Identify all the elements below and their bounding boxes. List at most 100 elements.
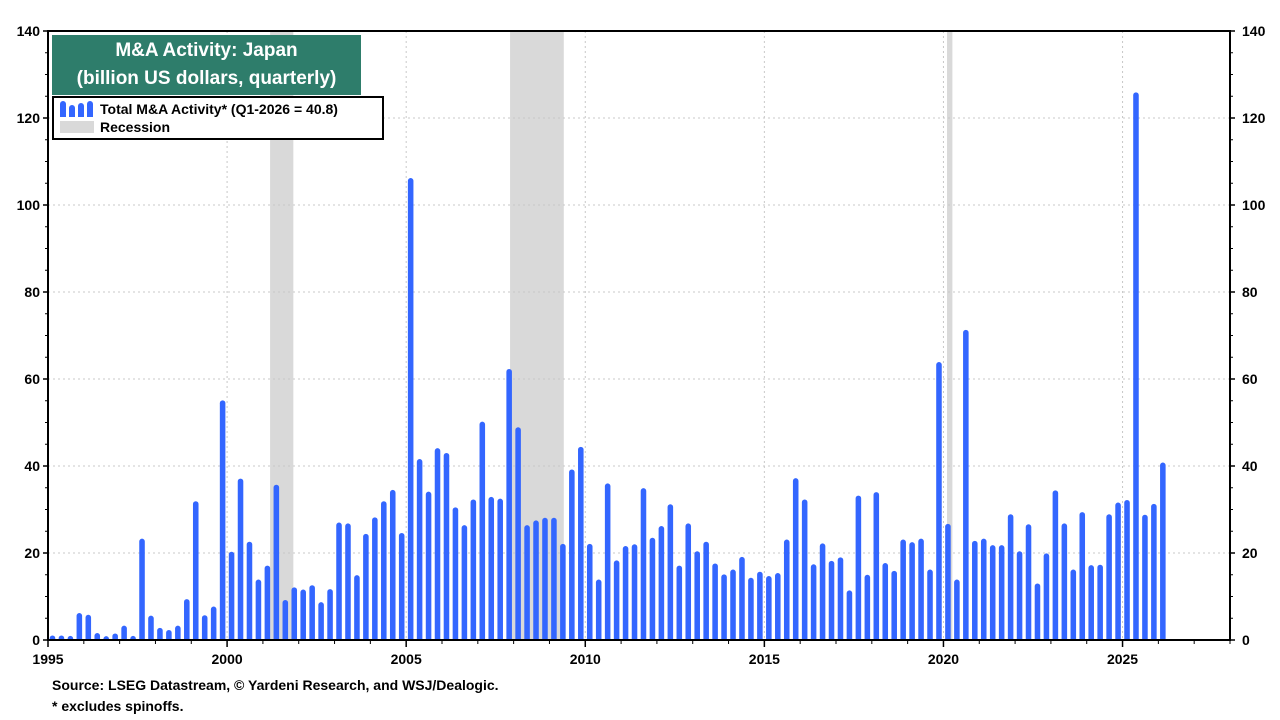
bar — [1142, 514, 1148, 640]
bar — [184, 599, 190, 640]
recession-swatch-icon — [60, 121, 94, 133]
bar — [300, 589, 306, 640]
y-tick-label-left: 140 — [17, 23, 41, 39]
source-note: Source: LSEG Datastream, © Yardeni Resea… — [52, 677, 499, 693]
y-tick-label-left: 0 — [32, 632, 40, 648]
bar — [604, 483, 611, 640]
bar — [954, 579, 960, 640]
bar — [255, 579, 262, 640]
bar — [112, 633, 118, 640]
chart-title-line1: M&A Activity: Japan — [115, 40, 298, 61]
bar — [1061, 523, 1068, 640]
bar — [748, 577, 754, 640]
bar — [667, 504, 674, 640]
bar — [640, 488, 647, 640]
bar — [622, 546, 629, 640]
bar — [989, 545, 996, 640]
bar — [1016, 551, 1023, 640]
bar — [515, 427, 521, 640]
bar — [586, 543, 593, 640]
bar — [210, 606, 217, 640]
bar — [219, 400, 226, 640]
y-tick-label-right: 60 — [1242, 371, 1258, 387]
bar — [855, 495, 862, 640]
bar — [58, 635, 65, 640]
bar — [1052, 490, 1059, 640]
bar — [613, 560, 620, 640]
bar — [148, 615, 154, 640]
bar — [49, 635, 56, 640]
bar — [1079, 512, 1086, 640]
bar — [801, 499, 808, 640]
bar — [166, 629, 172, 640]
y-tick-label-left: 40 — [24, 458, 40, 474]
bar — [1133, 92, 1139, 640]
bar — [1097, 564, 1103, 640]
bar — [945, 523, 951, 640]
x-tick-label: 2020 — [928, 651, 959, 667]
y-tick-label-right: 120 — [1242, 110, 1266, 126]
bar — [524, 525, 530, 640]
bar — [85, 614, 92, 640]
bar — [461, 525, 468, 640]
bar — [318, 602, 324, 640]
bar — [175, 625, 181, 640]
bar — [649, 537, 656, 640]
bar — [900, 539, 906, 640]
legend-item-recession: Recession — [60, 118, 170, 136]
bar — [363, 533, 369, 640]
footnote: * excludes spinoffs. — [52, 698, 184, 714]
recession-band-2 — [947, 31, 953, 640]
bar — [757, 571, 763, 640]
bar — [121, 625, 127, 640]
bar — [1007, 514, 1014, 640]
bar — [201, 615, 208, 640]
bar — [783, 539, 790, 640]
bar — [372, 517, 378, 640]
bar — [443, 452, 450, 640]
bar — [398, 532, 405, 640]
bar — [891, 570, 897, 640]
y-tick-label-right: 20 — [1242, 545, 1258, 561]
legend-recession-label: Recession — [100, 119, 171, 135]
x-tick-label: 2025 — [1107, 651, 1138, 667]
bar — [1043, 553, 1050, 640]
bar — [273, 484, 280, 640]
bar — [157, 627, 163, 640]
bar — [972, 540, 978, 640]
bar — [569, 469, 575, 640]
bar-series-swatch-icon — [60, 101, 94, 117]
bar — [345, 523, 351, 640]
legend: Total M&A Activity* (Q1-2026 = 40.8) Rec… — [52, 96, 384, 140]
bar — [685, 523, 692, 640]
bar — [810, 564, 817, 640]
bar — [1160, 462, 1166, 640]
bar — [389, 489, 396, 640]
y-tick-label-right: 0 — [1242, 632, 1250, 648]
y-tick-label-right: 80 — [1242, 284, 1258, 300]
bar — [918, 538, 924, 640]
bar — [416, 459, 423, 640]
bar — [578, 446, 584, 640]
bar — [712, 563, 718, 640]
bar — [434, 448, 441, 640]
bar — [998, 545, 1005, 640]
x-tick-label: 2000 — [212, 651, 243, 667]
y-tick-label-left: 120 — [17, 110, 41, 126]
bar — [488, 496, 495, 640]
bar — [703, 541, 709, 640]
bar — [792, 478, 799, 640]
bar — [658, 526, 665, 640]
chart-title: M&A Activity: Japan (billion US dollars,… — [52, 35, 361, 95]
bar — [560, 543, 566, 640]
bar — [873, 492, 880, 640]
bar — [237, 478, 244, 640]
bar — [1070, 569, 1077, 640]
bar — [775, 573, 781, 640]
bar — [327, 589, 333, 640]
bar — [1115, 502, 1121, 640]
bar — [246, 541, 253, 640]
bar — [631, 544, 638, 640]
legend-item-series: Total M&A Activity* (Q1-2026 = 40.8) — [60, 100, 338, 118]
